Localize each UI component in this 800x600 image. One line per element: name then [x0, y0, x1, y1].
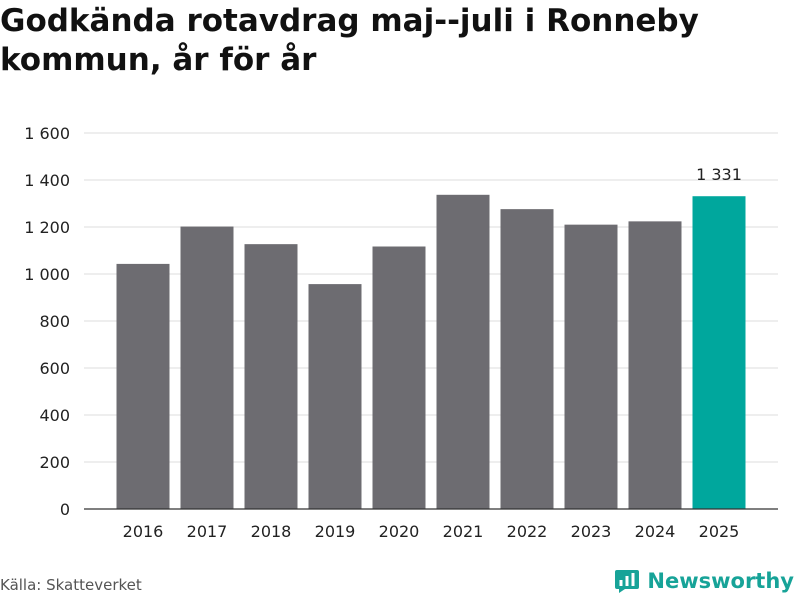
- x-tick-label: 2024: [635, 522, 676, 541]
- bar-2023: [564, 224, 618, 509]
- x-tick-label: 2019: [315, 522, 356, 541]
- x-tick-label: 2022: [507, 522, 548, 541]
- x-tick-label: 2018: [251, 522, 292, 541]
- y-tick-label: 200: [39, 453, 70, 472]
- y-tick-label: 0: [60, 500, 70, 519]
- bar-2018: [244, 244, 298, 509]
- y-tick-label: 1 600: [24, 124, 70, 143]
- x-tick-label: 2016: [123, 522, 164, 541]
- bar-2025: [692, 196, 746, 509]
- x-tick-label: 2025: [699, 522, 740, 541]
- newsworthy-logo-icon: [615, 570, 640, 593]
- bar-2017: [180, 226, 234, 509]
- y-tick-label: 1 000: [24, 265, 70, 284]
- brand-name: Newsworthy: [647, 569, 794, 593]
- x-tick-label: 2017: [187, 522, 228, 541]
- bar-2021: [436, 194, 490, 509]
- source-note: Källa: Skatteverket: [0, 576, 142, 594]
- y-tick-label: 600: [39, 359, 70, 378]
- data-label: 1 331: [696, 165, 742, 184]
- y-tick-label: 1 200: [24, 218, 70, 237]
- x-tick-label: 2023: [571, 522, 612, 541]
- y-tick-label: 400: [39, 406, 70, 425]
- bar-2016: [116, 263, 170, 509]
- x-tick-label: 2020: [379, 522, 420, 541]
- x-tick-label: 2021: [443, 522, 484, 541]
- bar-chart: 0 200 400 600 800 1 000 1 200 1 400 1 600 2016 201…: [24, 124, 778, 541]
- bar-2019: [308, 284, 362, 509]
- y-tick-label: 1 400: [24, 171, 70, 190]
- bar-2022: [500, 209, 554, 509]
- bar-2020: [372, 246, 426, 509]
- chart-title: Godkända rotavdrag maj--juli i Ronneby k…: [0, 3, 699, 78]
- brand-logo[interactable]: Newsworthy: [614, 568, 794, 594]
- bar-2024: [628, 221, 682, 510]
- y-tick-label: 800: [39, 312, 70, 331]
